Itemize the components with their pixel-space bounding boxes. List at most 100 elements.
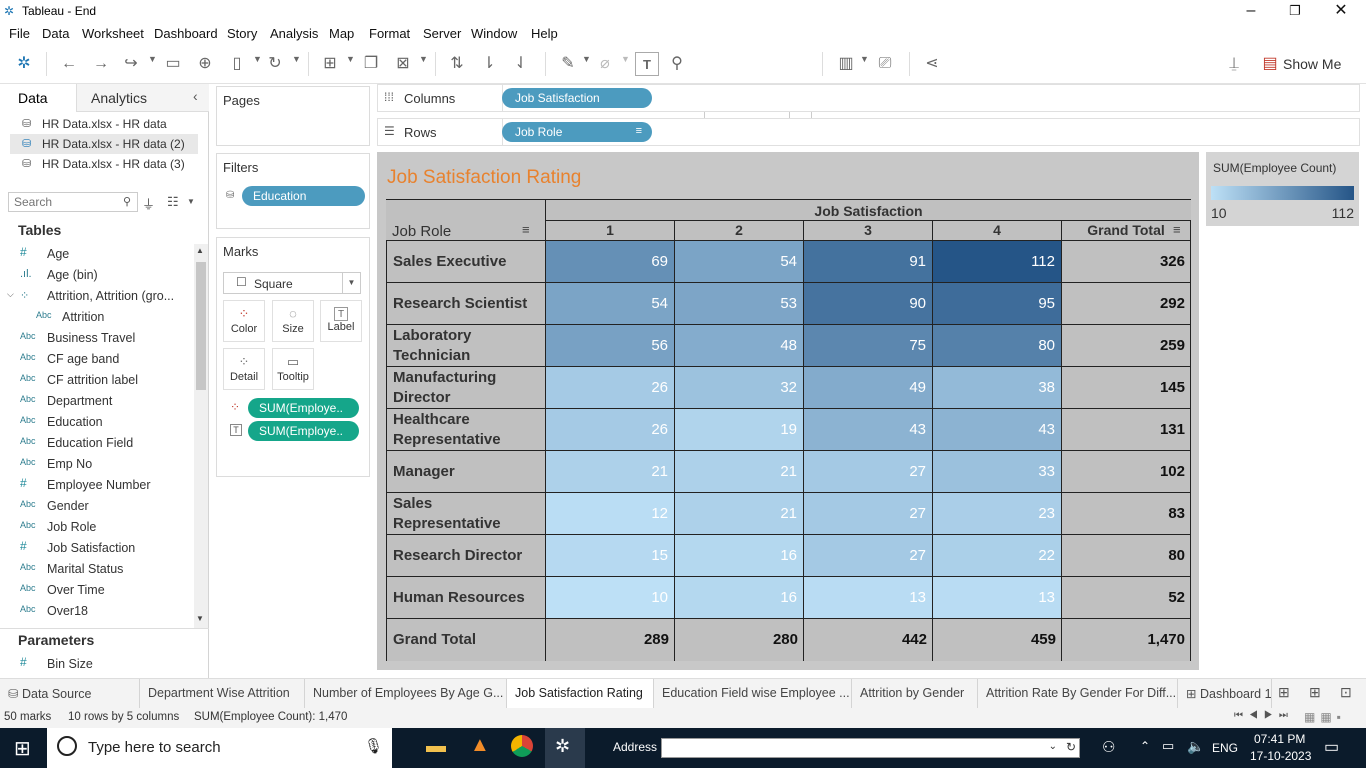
heatmap-cell[interactable]: 69 bbox=[546, 241, 675, 283]
heatmap-cell[interactable]: 53 bbox=[675, 283, 804, 325]
volume-icon[interactable]: 🔈 bbox=[1187, 738, 1205, 754]
language-indicator[interactable]: ENG bbox=[1212, 741, 1239, 755]
heatmap-cell[interactable]: 95 bbox=[933, 283, 1062, 325]
tab-dashboard[interactable]: ⊞ Dashboard 1 bbox=[1178, 679, 1272, 708]
new-worksheet-dropdown-icon[interactable]: ▼ bbox=[346, 54, 355, 64]
taskbar-search[interactable]: Type here to search 🎙 bbox=[47, 728, 392, 768]
clock-time[interactable]: 07:41 PM bbox=[1254, 732, 1306, 746]
tab-data[interactable]: Data bbox=[0, 84, 76, 112]
heatmap-cell[interactable]: 32 bbox=[675, 367, 804, 409]
pause-dropdown-icon[interactable]: ▼ bbox=[253, 54, 262, 64]
row-label[interactable]: Sales Representative bbox=[386, 493, 546, 535]
fix-axes-icon[interactable]: ⚲ bbox=[671, 55, 683, 72]
row-label[interactable]: Manufacturing Director bbox=[386, 367, 546, 409]
heatmap-cell[interactable]: 91 bbox=[804, 241, 933, 283]
field-item[interactable]: Abc Education Field bbox=[20, 436, 134, 450]
vlc-icon[interactable]: ▲ bbox=[470, 734, 490, 756]
tab-sheet-active[interactable]: Job Satisfaction Rating bbox=[507, 679, 654, 708]
show-me-label[interactable]: Show Me bbox=[1283, 56, 1342, 72]
field-item[interactable]: Abc Education bbox=[20, 415, 103, 429]
field-item[interactable]: Abc Department bbox=[20, 394, 113, 408]
replay-icon[interactable]: ↪ bbox=[124, 55, 138, 72]
menu-window[interactable]: Window bbox=[471, 26, 518, 41]
column-grand-total[interactable]: 459 bbox=[933, 619, 1062, 661]
heatmap-cell[interactable]: 112 bbox=[933, 241, 1062, 283]
pages-card[interactable]: Pages bbox=[216, 86, 370, 146]
show-cards-dropdown-icon[interactable]: ▼ bbox=[860, 54, 869, 64]
tab-sheet[interactable]: Education Field wise Employee ... bbox=[654, 679, 852, 708]
field-item[interactable]: Abc Emp No bbox=[20, 457, 93, 471]
scrollbar-thumb[interactable] bbox=[196, 262, 206, 390]
collapse-pane-icon[interactable]: ‹ bbox=[193, 88, 198, 104]
field-item[interactable]: Abc CF attrition label bbox=[20, 373, 139, 387]
heatmap-cell[interactable]: 54 bbox=[546, 283, 675, 325]
new-worksheet-icon[interactable]: ⊞ bbox=[323, 55, 337, 72]
heatmap-cell[interactable]: 21 bbox=[675, 451, 804, 493]
sort-icon[interactable]: ≡ bbox=[522, 222, 530, 237]
clear-dropdown-icon[interactable]: ▼ bbox=[419, 54, 428, 64]
menu-server[interactable]: Server bbox=[423, 26, 462, 41]
heatmap-cell[interactable]: 16 bbox=[675, 577, 804, 619]
restore-button[interactable]: ❐ bbox=[1289, 3, 1301, 18]
field-item[interactable]: Abc Gender bbox=[20, 499, 89, 513]
ask-data-icon[interactable]: ⍊ bbox=[1229, 55, 1239, 72]
share-icon[interactable]: ⋖ bbox=[925, 55, 939, 72]
row-grand-total[interactable]: 83 bbox=[1062, 493, 1191, 535]
column-header[interactable]: Grand Total bbox=[1062, 221, 1191, 241]
row-grand-total[interactable]: 259 bbox=[1062, 325, 1191, 367]
menu-data[interactable]: Data bbox=[42, 26, 70, 41]
heatmap-cell[interactable]: 48 bbox=[675, 325, 804, 367]
detail-button[interactable]: ⁘ Detail bbox=[223, 348, 265, 390]
heatmap-cell[interactable]: 33 bbox=[933, 451, 1062, 493]
column-header[interactable]: 2 bbox=[675, 221, 804, 241]
row-grand-total[interactable]: 102 bbox=[1062, 451, 1191, 493]
row-grand-total[interactable]: 145 bbox=[1062, 367, 1191, 409]
field-item[interactable]: Abc Over18 bbox=[20, 604, 88, 618]
mark-pill-label[interactable]: SUM(Employe.. bbox=[248, 421, 359, 441]
row-grand-total[interactable]: 52 bbox=[1062, 577, 1191, 619]
clock-date[interactable]: 17-10-2023 bbox=[1250, 749, 1312, 763]
heatmap-cell[interactable]: 22 bbox=[933, 535, 1062, 577]
file-explorer-icon[interactable]: ▬ bbox=[426, 735, 446, 757]
highlight-dropdown-icon[interactable]: ▼ bbox=[582, 54, 591, 64]
filter-pill-education[interactable]: Education bbox=[242, 186, 365, 206]
sheet-view-icons[interactable]: ▦▦▪ bbox=[1304, 710, 1346, 724]
field-item[interactable]: Abc Job Role bbox=[20, 520, 97, 534]
tab-analytics[interactable]: Analytics bbox=[76, 84, 209, 112]
menu-format[interactable]: Format bbox=[369, 26, 411, 41]
datasource-item[interactable]: ⛁ HR Data.xlsx - HR data bbox=[22, 117, 167, 131]
label-button[interactable]: T Label bbox=[320, 300, 362, 342]
column-grand-total[interactable]: 442 bbox=[804, 619, 933, 661]
field-item[interactable]: # Age bbox=[20, 245, 70, 261]
mark-type-select[interactable]: ☐ Square ▼ bbox=[223, 272, 361, 294]
view-list-icon[interactable]: ☷ bbox=[167, 194, 179, 209]
tooltip-button[interactable]: ▭ Tooltip bbox=[272, 348, 314, 390]
group-dropdown-icon[interactable]: ▼ bbox=[621, 54, 630, 64]
row-grand-total[interactable]: 80 bbox=[1062, 535, 1191, 577]
swap-rows-columns-icon[interactable]: ⇅ bbox=[450, 55, 464, 72]
row-grand-total[interactable]: 131 bbox=[1062, 409, 1191, 451]
column-header[interactable]: 3 bbox=[804, 221, 933, 241]
row-label[interactable]: Manager bbox=[386, 451, 546, 493]
field-item[interactable]: Abc Attrition bbox=[36, 310, 105, 324]
tab-sheet[interactable]: Attrition Rate By Gender For Diff... bbox=[978, 679, 1178, 708]
row-grand-total[interactable]: 326 bbox=[1062, 241, 1191, 283]
menu-file[interactable]: File bbox=[9, 26, 30, 41]
tableau-home-icon[interactable]: ✲ bbox=[17, 55, 31, 72]
search-input[interactable] bbox=[9, 193, 117, 211]
color-legend[interactable]: SUM(Employee Count) 10 112 bbox=[1206, 152, 1359, 226]
windows-start-icon[interactable]: ⊞ bbox=[14, 738, 31, 760]
heatmap-cell[interactable]: 13 bbox=[933, 577, 1062, 619]
field-item[interactable]: .ıl. Age (bin) bbox=[20, 268, 98, 282]
redo-icon[interactable]: → bbox=[93, 55, 109, 72]
heatmap-cell[interactable]: 13 bbox=[804, 577, 933, 619]
sort-icon[interactable]: ≡ bbox=[1173, 222, 1181, 237]
show-cards-icon[interactable]: ▥ bbox=[838, 55, 854, 72]
heatmap-cell[interactable]: 38 bbox=[933, 367, 1062, 409]
size-button[interactable]: ◌ Size bbox=[272, 300, 314, 342]
sort-icon[interactable]: ≡ bbox=[635, 125, 642, 137]
minimize-button[interactable]: – bbox=[1246, 2, 1256, 19]
field-item[interactable]: Abc Marital Status bbox=[20, 562, 124, 576]
heatmap-cell[interactable]: 26 bbox=[546, 367, 675, 409]
heatmap-cell[interactable]: 90 bbox=[804, 283, 933, 325]
